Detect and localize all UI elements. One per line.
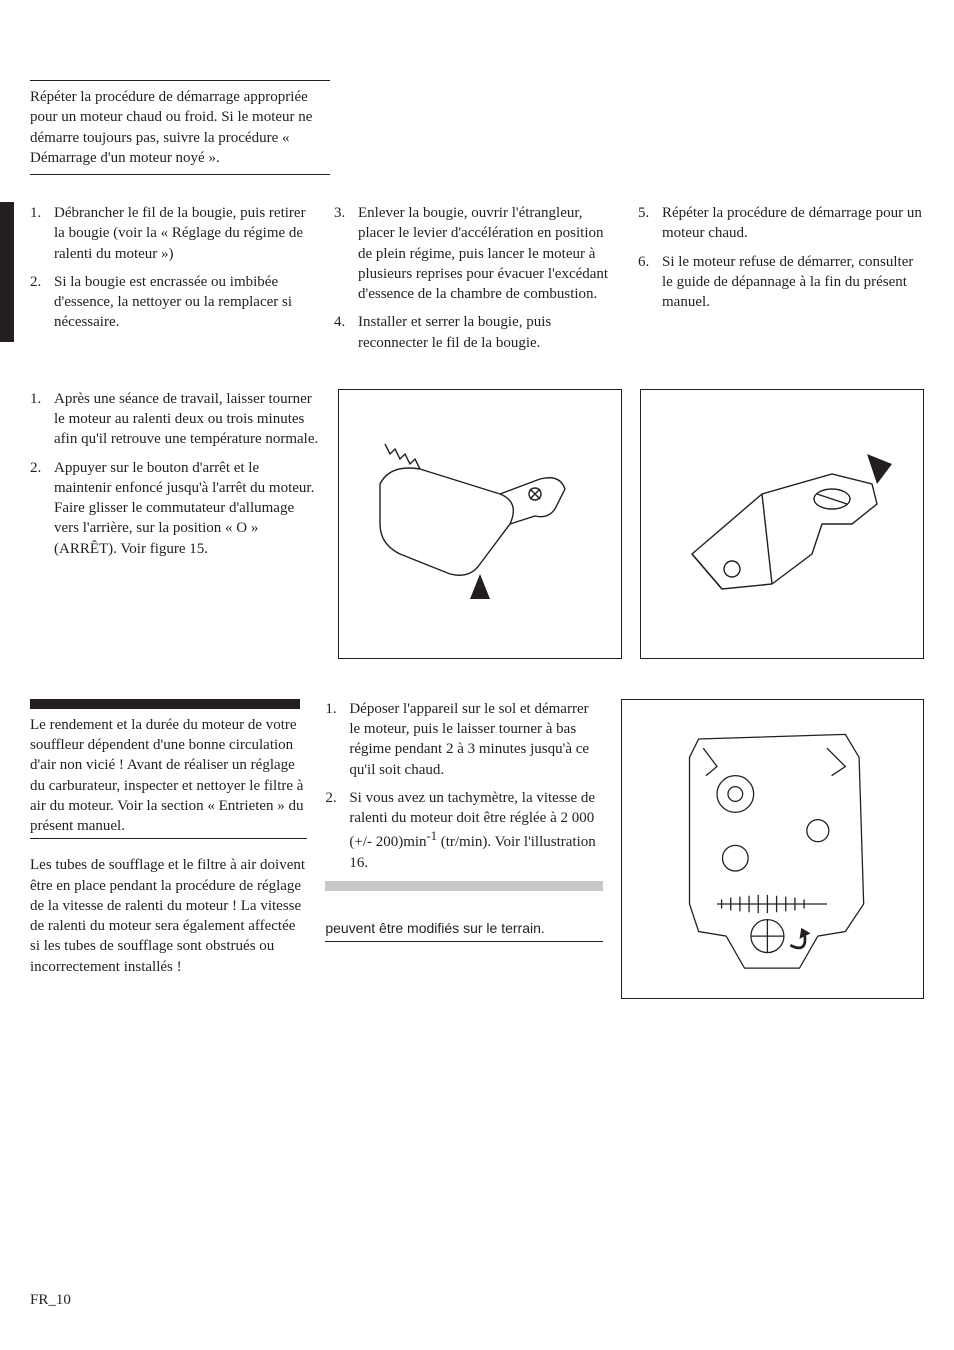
- switch-illustration: [662, 424, 902, 624]
- carb-step-1: 1.Déposer l'appareil sur le sol et démar…: [325, 699, 602, 780]
- subheading-bar: [325, 881, 602, 891]
- figure-15b: [640, 389, 924, 659]
- side-tab: [0, 202, 14, 342]
- carb-p2: Les tubes de soufflage et le filtre à ai…: [30, 855, 307, 977]
- step-3: 3.Enlever la bougie, ouvrir l'étrangleur…: [334, 203, 620, 304]
- top-instruction-box: Répéter la procédure de démarrage approp…: [30, 80, 330, 175]
- carburetor-illustration: [662, 719, 882, 979]
- flooded-engine-section: 1.Débrancher le fil de la bougie, puis r…: [30, 203, 924, 361]
- carb-step-2: 2. Si vous avez un tachymètre, la vitess…: [325, 788, 602, 873]
- figure-16: [621, 699, 924, 999]
- step-1: 1.Débrancher le fil de la bougie, puis r…: [30, 203, 316, 264]
- step-6: 6.Si le moteur refuse de démarrer, consu…: [638, 252, 924, 313]
- stop-section: 1.Après une séance de travail, laisser t…: [30, 389, 924, 659]
- step-4: 4.Installer et serrer la bougie, puis re…: [334, 312, 620, 353]
- note-line: peuvent être modifiés sur le terrain.: [325, 919, 602, 942]
- section-heading-bar: [30, 699, 300, 709]
- page-number: FR_10: [30, 1290, 71, 1310]
- step-2: 2.Si la bougie est encrassée ou imbibée …: [30, 272, 316, 333]
- carb-p1: Le rendement et la durée du moteur de vo…: [30, 715, 307, 840]
- handle-illustration: [360, 424, 600, 624]
- carburetor-section: Le rendement et la durée du moteur de vo…: [30, 699, 924, 999]
- stop-step-1: 1.Après une séance de travail, laisser t…: [30, 389, 320, 450]
- figure-15a: [338, 389, 622, 659]
- stop-step-2: 2.Appuyer sur le bouton d'arrêt et le ma…: [30, 458, 320, 559]
- top-instruction-text: Répéter la procédure de démarrage approp…: [30, 89, 312, 166]
- step-5: 5.Répéter la procédure de démarrage pour…: [638, 203, 924, 244]
